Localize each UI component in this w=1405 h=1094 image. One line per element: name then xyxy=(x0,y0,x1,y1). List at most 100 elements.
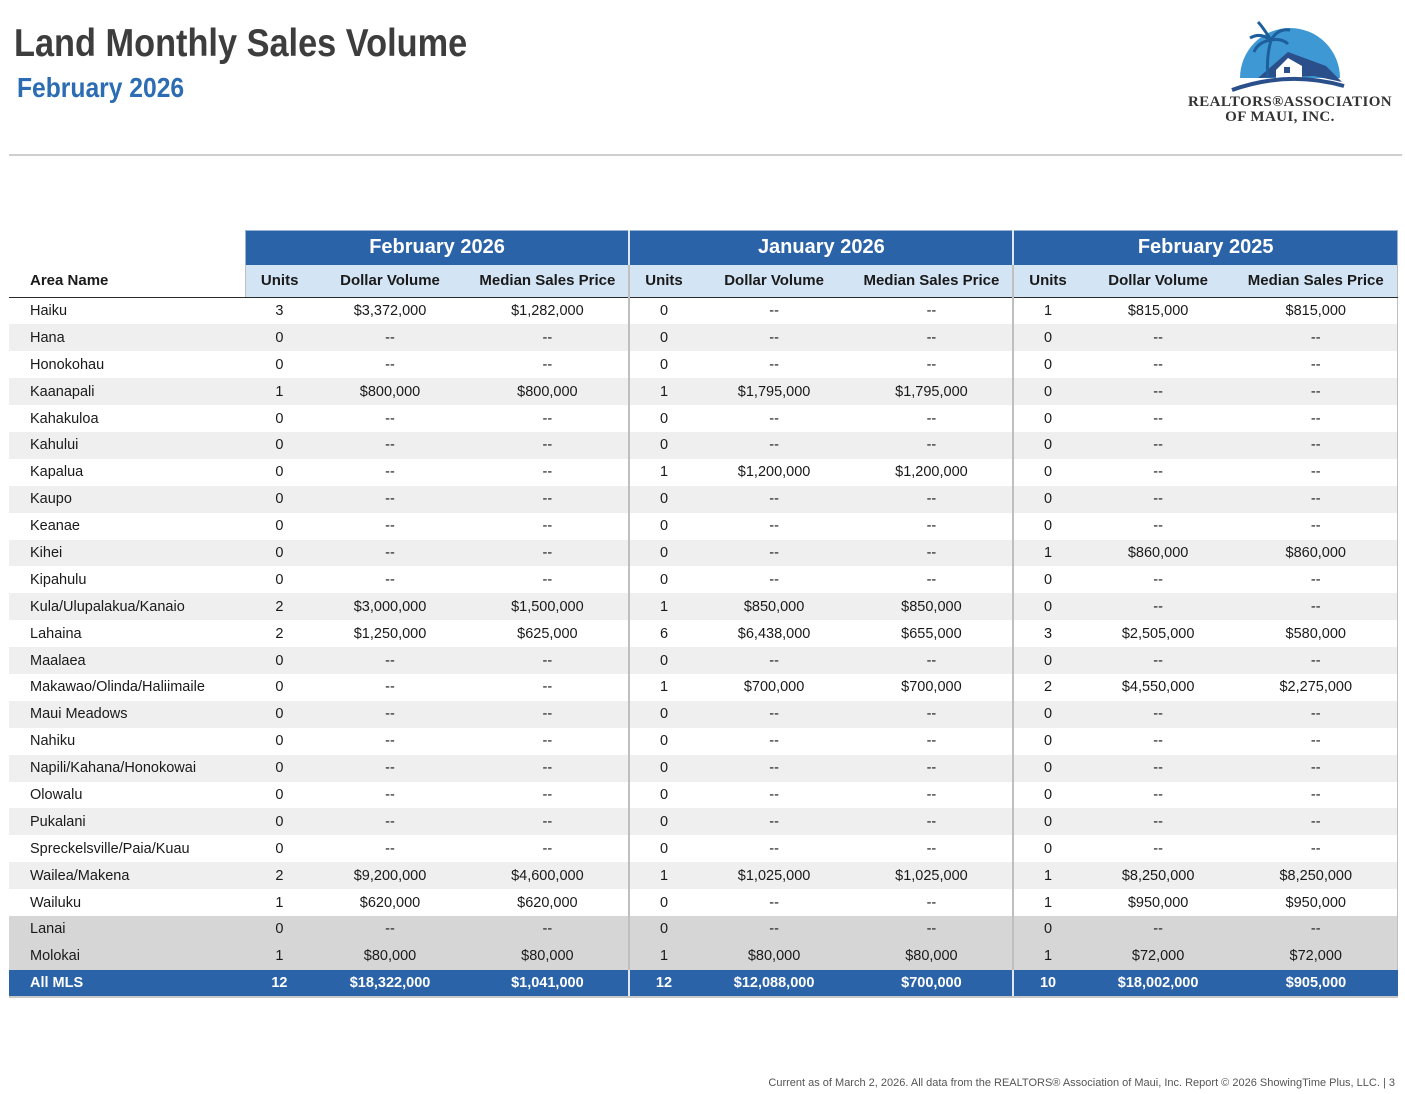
median-price-cell: -- xyxy=(542,733,553,750)
median-price-cell: -- xyxy=(1234,431,1398,459)
median-price-cell: $4,600,000 xyxy=(466,862,630,890)
units-cell: 0 xyxy=(1012,700,1082,728)
dollar-volume-cell: $2,505,000 xyxy=(1121,625,1195,642)
area-name-cell: Kahakuloa xyxy=(30,410,99,427)
median-price-cell: $2,275,000 xyxy=(1234,673,1398,701)
units-cell: 0 xyxy=(245,647,314,674)
median-price-cell: -- xyxy=(542,410,553,427)
dollar-volume-cell: $8,250,000 xyxy=(1081,862,1235,890)
dollar-volume-cell: -- xyxy=(313,431,467,459)
dollar-volume-cell: -- xyxy=(1081,754,1235,782)
table-row: Kahului 0 -- -- 0 -- -- 0 -- -- xyxy=(9,431,1398,459)
median-price-cell: $580,000 xyxy=(1234,620,1398,648)
median-price-cell: -- xyxy=(466,700,630,728)
units-cell: 0 xyxy=(628,808,698,836)
dollar-volume-cell: $9,200,000 xyxy=(313,862,467,890)
dollar-volume-cell: -- xyxy=(385,356,395,373)
units-cell: 0 xyxy=(628,566,698,594)
dollar-volume-cell: -- xyxy=(769,894,779,911)
total-cell: $1,041,000 xyxy=(466,969,630,998)
area-name-header: Area Name xyxy=(9,264,246,298)
units-cell: 0 xyxy=(1012,835,1082,863)
dollar-volume-cell: $800,000 xyxy=(313,378,467,406)
dollar-volume-cell: $1,200,000 xyxy=(737,464,811,481)
median-price-cell: -- xyxy=(466,754,630,782)
column-header-median-price: Median Sales Price xyxy=(1234,264,1398,298)
median-price-cell: -- xyxy=(850,485,1014,513)
table-row: Wailuku 1 $620,000 $620,000 0 -- -- 1 $950,000 $9… xyxy=(9,889,1398,916)
total-area-name: All MLS xyxy=(9,969,246,998)
median-price-cell: -- xyxy=(466,539,630,567)
units-cell: 1 xyxy=(628,673,698,701)
total-cell: 10 xyxy=(1012,969,1082,998)
median-price-cell: -- xyxy=(542,518,553,535)
total-row: All MLS 12 $18,322,000 $1,041,000 12 $12… xyxy=(9,969,1398,998)
units-cell: 0 xyxy=(1012,727,1082,755)
dollar-volume-cell: $72,000 xyxy=(1081,942,1235,970)
dollar-volume-cell: -- xyxy=(1153,410,1163,427)
median-price-cell: $950,000 xyxy=(1234,889,1398,916)
median-price-cell: -- xyxy=(1234,485,1398,513)
dollar-volume-cell: $1,795,000 xyxy=(697,378,851,406)
units-cell: 0 xyxy=(628,512,698,540)
dollar-volume-cell: -- xyxy=(697,915,851,943)
dollar-volume-cell: -- xyxy=(313,700,467,728)
units-cell: 1 xyxy=(628,942,698,970)
median-price-cell: -- xyxy=(1234,351,1398,379)
units-cell: 0 xyxy=(1012,378,1082,406)
period-header-feb-2026: February 2026 xyxy=(244,230,630,265)
dollar-volume-cell: -- xyxy=(385,733,395,750)
median-price-cell: $860,000 xyxy=(1234,539,1398,567)
area-name-cell: Hana xyxy=(9,324,246,352)
dollar-volume-cell: -- xyxy=(1081,593,1235,621)
area-name-cell: Kula/Ulupalakua/Kanaio xyxy=(9,593,246,621)
median-price-cell: -- xyxy=(466,808,630,836)
area-name-cell: Nahiku xyxy=(30,733,76,750)
table-body: Haiku 3 $3,372,000 $1,282,000 0 -- -- 1 $815,000… xyxy=(9,297,1398,970)
median-price-cell: -- xyxy=(1234,835,1398,863)
table-row: Honokohau 0 -- -- 0 -- -- 0 -- -- xyxy=(9,351,1398,379)
table-row: Lahaina 2 $1,250,000 $625,000 6 $6,438,000 $65… xyxy=(9,620,1398,648)
dollar-volume-cell: -- xyxy=(313,647,467,674)
units-cell: 1 xyxy=(628,862,698,890)
dollar-volume-cell: -- xyxy=(385,464,395,481)
units-cell: 0 xyxy=(275,679,284,696)
house-palm-logo-icon xyxy=(1231,20,1345,92)
dollar-volume-cell: -- xyxy=(697,485,851,513)
units-cell: 0 xyxy=(628,297,698,325)
dollar-volume-cell: $4,550,000 xyxy=(1121,679,1195,696)
units-cell: 0 xyxy=(628,835,698,863)
units-cell: 0 xyxy=(1012,405,1082,432)
period-header-feb-2025: February 2025 xyxy=(1012,230,1399,265)
table-row: Nahiku 0 -- -- 0 -- -- 0 -- -- xyxy=(9,727,1398,755)
median-price-cell: $1,500,000 xyxy=(466,593,630,621)
median-price-cell: $1,282,000 xyxy=(511,302,584,319)
dollar-volume-cell: -- xyxy=(769,410,779,427)
median-price-cell: $1,795,000 xyxy=(850,378,1014,406)
units-cell: 0 xyxy=(628,781,698,809)
table-row: Kaanapali 1 $800,000 $800,000 1 $1,795,000 $1,… xyxy=(9,378,1398,406)
dollar-volume-cell: -- xyxy=(769,518,779,535)
table-row: Haiku 3 $3,372,000 $1,282,000 0 -- -- 1 $815,000… xyxy=(9,297,1398,325)
median-price-cell: -- xyxy=(850,539,1014,567)
units-cell: 0 xyxy=(628,431,698,459)
units-cell: 0 xyxy=(1012,458,1082,486)
column-header-units: Units xyxy=(244,264,314,298)
dollar-volume-cell: -- xyxy=(769,786,779,803)
median-price-cell: $1,025,000 xyxy=(850,862,1014,890)
units-cell: 2 xyxy=(245,593,314,621)
median-price-cell: -- xyxy=(850,324,1014,352)
dollar-volume-cell: -- xyxy=(385,571,395,588)
units-cell: 0 xyxy=(275,786,284,803)
median-price-cell: -- xyxy=(1234,781,1398,809)
dollar-volume-cell: -- xyxy=(385,679,395,696)
units-cell: 0 xyxy=(628,754,698,782)
units-cell: 0 xyxy=(245,754,314,782)
column-header-dollar-volume: Dollar Volume xyxy=(697,264,851,298)
dollar-volume-cell: -- xyxy=(1153,733,1163,750)
dollar-volume-cell: -- xyxy=(769,571,779,588)
units-cell: 1 xyxy=(1012,889,1082,916)
dollar-volume-cell: $620,000 xyxy=(359,894,421,911)
dollar-volume-cell: -- xyxy=(1081,700,1235,728)
dollar-volume-cell: $850,000 xyxy=(697,593,851,621)
